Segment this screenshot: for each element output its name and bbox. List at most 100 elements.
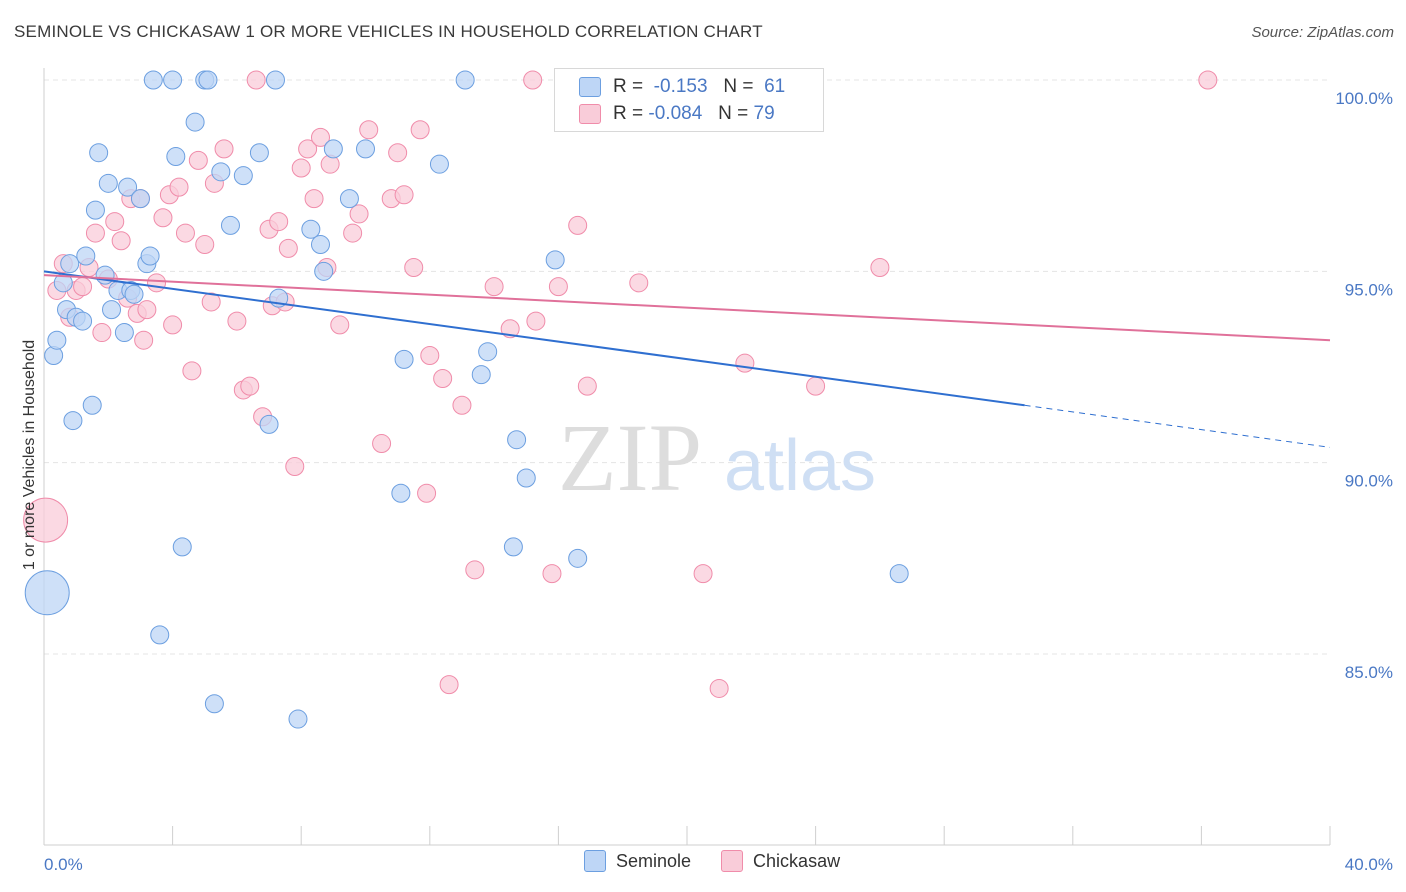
chickasaw-point (500, 319, 520, 339)
chickasaw-point (240, 376, 260, 396)
chickasaw-point (92, 323, 112, 343)
seminole-point (73, 311, 93, 331)
seminole-point (85, 200, 105, 220)
chickasaw-point (394, 185, 414, 205)
chickasaw-point (870, 258, 890, 278)
x-tick-label: 0.0% (44, 855, 83, 874)
seminole-point (150, 625, 170, 645)
seminole-trend-line (43, 270, 1025, 407)
chickasaw-point (227, 311, 247, 331)
seminole-point (356, 139, 375, 159)
seminole-point (545, 250, 565, 270)
y-tick-label: 100.0% (1335, 89, 1393, 108)
seminole-point (198, 70, 218, 90)
y-axis-title: 1 or more Vehicles in Household (21, 340, 38, 570)
seminole-legend-swatch (584, 850, 606, 872)
watermark: ZIP atlas (558, 404, 876, 511)
chickasaw-point (526, 311, 546, 331)
seminole-r-value: -0.153 (653, 76, 708, 97)
seminole-point (47, 330, 67, 350)
seminole-point (310, 235, 330, 255)
chickasaw-point (111, 231, 131, 251)
chickasaw-point (182, 361, 202, 381)
chickasaw-point (278, 238, 298, 258)
watermark-atlas: atlas (724, 426, 876, 506)
stats-legend: R = -0.153 N = 61 R = -0.084 N = 79 (554, 68, 824, 132)
chickasaw-point (147, 273, 167, 293)
seminole-point (185, 112, 205, 132)
chickasaw-point (23, 497, 69, 543)
chickasaw-point (404, 258, 424, 278)
chickasaw-point (439, 675, 459, 695)
seminole-point (163, 70, 183, 90)
seminole-point (394, 349, 414, 369)
chickasaw-point (269, 212, 289, 232)
chickasaw-point (285, 456, 305, 476)
chickasaw-point (420, 346, 440, 366)
trend-lines (43, 270, 1331, 448)
chickasaw-point (548, 277, 568, 297)
seminole-point (44, 346, 64, 366)
chickasaw-point (214, 139, 234, 159)
seminole-point (471, 365, 491, 385)
seminole-point (143, 70, 163, 90)
seminole-point (220, 215, 240, 235)
seminole-point (98, 173, 118, 193)
x-tick-label: 40.0% (1345, 855, 1393, 874)
y-tick-label: 95.0% (1345, 280, 1393, 299)
seminole-point (301, 219, 321, 239)
chickasaw-swatch (579, 104, 601, 124)
chickasaw-point (349, 204, 369, 224)
seminole-point (259, 414, 279, 434)
chickasaw-point (629, 273, 649, 293)
seminole-point (233, 166, 253, 186)
chickasaw-point (298, 139, 318, 159)
chickasaw-point (359, 120, 379, 140)
chart-title: SEMINOLE VS CHICKASAW 1 OR MORE VEHICLES… (14, 22, 763, 41)
seminole-point (63, 411, 83, 431)
seminole-point (140, 246, 160, 266)
chickasaw-point (330, 315, 350, 335)
chickasaw-point (465, 560, 485, 580)
chickasaw-point (577, 376, 597, 396)
chickasaw-point (201, 292, 221, 312)
seminole-point (166, 147, 186, 167)
chickasaw-point (163, 315, 183, 335)
chickasaw-point (304, 189, 324, 209)
chickasaw-point (320, 154, 340, 174)
chickasaw-point (85, 223, 105, 243)
chickasaw-point (388, 143, 408, 163)
seminole-point (288, 709, 308, 729)
seminole-points (24, 70, 909, 729)
chickasaw-r-label: R = (613, 103, 644, 124)
seminole-swatch (579, 77, 601, 97)
chickasaw-point (693, 564, 713, 584)
chickasaw-point (73, 277, 93, 297)
seminole-point (130, 189, 150, 209)
chickasaw-legend-swatch (721, 850, 744, 872)
chickasaw-point (568, 215, 588, 235)
chickasaw-point (153, 208, 173, 228)
chickasaw-point (417, 483, 437, 503)
tick-labels: 100.0% 95.0% 90.0% 85.0% 0.0% 40.0% (44, 89, 1393, 874)
seminole-point (211, 162, 231, 182)
seminole-point (204, 694, 224, 714)
chickasaw-point (134, 330, 154, 350)
legend-row-chickasaw: R = -0.084 N = 79 (579, 101, 775, 127)
y-tick-label: 90.0% (1345, 472, 1393, 491)
seminole-point (118, 177, 138, 197)
seminole-point (89, 143, 109, 163)
chickasaw-point (1198, 70, 1218, 90)
chickasaw-point (806, 376, 826, 396)
seminole-point (391, 483, 411, 503)
chickasaw-point (310, 127, 330, 147)
chickasaw-point (433, 368, 453, 388)
seminole-point (889, 564, 909, 584)
seminole-point (114, 323, 134, 343)
seminole-point (568, 548, 588, 568)
seminole-n-label: N = (723, 76, 754, 97)
chickasaw-r-value: -0.084 (648, 103, 703, 124)
legend-item-chickasaw: Chickasaw (721, 850, 840, 872)
chickasaw-point (188, 150, 208, 170)
